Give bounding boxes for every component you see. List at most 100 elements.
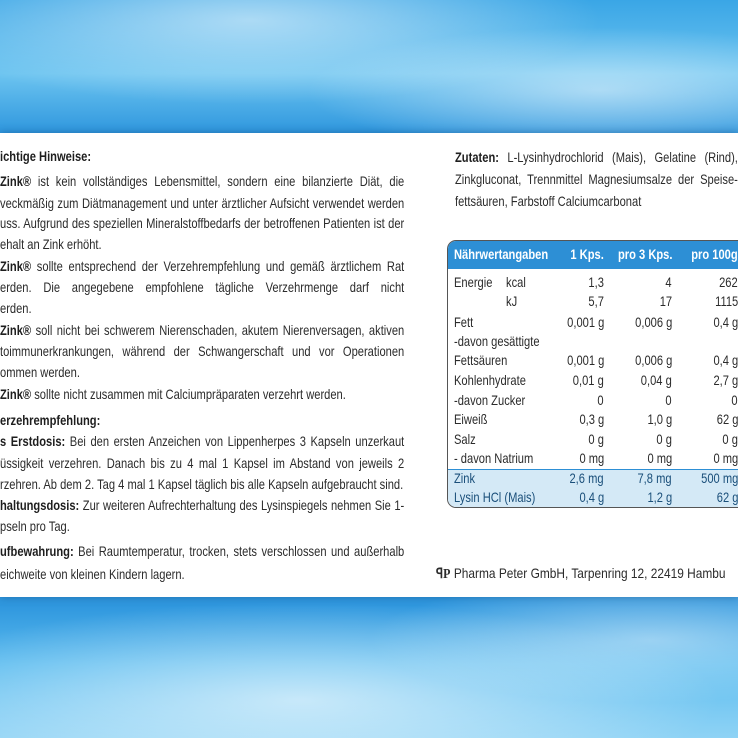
notes-line-text: sollte nicht zusammen mit Calciumpräpara… [31, 387, 346, 402]
notes-line-bold: Zink® [0, 174, 32, 189]
notes-line-bold: Zink® [0, 323, 32, 338]
nutrition-row-label: Energie [454, 275, 493, 290]
notes-line-text: toimmunerkrankungen, während der Schwang… [0, 344, 405, 359]
label-panel: ichtige Hinweise: Zink® ist kein vollstän… [0, 133, 738, 597]
nutrition-row-unit: kJ [506, 294, 518, 309]
notes-line: rzehren. Ab dem 2. Tag 4 mal 1 Kapsel tä… [0, 477, 404, 493]
ingredients-line-bold: Zutaten: [455, 150, 499, 165]
pharma-peter-logo: ꟼP [436, 567, 451, 582]
notes-line: erden. [0, 301, 404, 317]
notes-line-bold: s Erstdosis: [0, 434, 66, 449]
notes-line-text: Zur weiteren Aufrechterhaltung des Lysin… [82, 498, 405, 513]
nutrition-row-label: -davon gesättigte [454, 334, 540, 349]
notes-line: veckmäßig zum Diätmanagement und unter ä… [0, 196, 404, 212]
nutrition-value: 0,006 g [634, 353, 672, 368]
ingredients-line: fettsäuren, Farbstoff Calciumcarbonat [455, 194, 738, 210]
nutrition-table-header [448, 241, 738, 269]
nutrition-table: Nährwertangaben 1 Kps. pro 3 Kps. pro 100g E… [447, 240, 738, 508]
ingredients-line-text: L-Lysinhydrochlorid (Mais), Gelatine (Ri… [498, 150, 738, 165]
ingredients-line-text: Zinkgluconat, Trennmittel Magnesiumsalze… [455, 172, 738, 187]
notes-line: ufbewahrung: Bei Raumtemperatur, trocken… [0, 544, 404, 560]
nutrition-row-label: - davon Natrium [454, 451, 534, 466]
nutrition-value: 0 g [656, 432, 672, 447]
nutrition-header-2: pro 3 Kps. [617, 247, 672, 262]
notes-line-bold: haltungsdosis: [0, 498, 80, 513]
notes-line: eichweite von kleinen Kindern lagern. [0, 567, 404, 583]
notes-line: erden. Die angegebene empfohlene täglich… [0, 280, 404, 296]
notes-line: Zink® soll nicht bei schwerem Nierenscha… [0, 323, 404, 339]
nutrition-value: 62 g [716, 412, 738, 427]
notes-line-text: veckmäßig zum Diätmanagement und unter ä… [0, 196, 405, 211]
nutrition-value: 1,0 g [647, 412, 672, 427]
notes-line: pseln pro Tag. [0, 519, 404, 535]
notes-line-text: uss. Aufgrund des speziellen Mineralstof… [0, 216, 405, 231]
nutrition-value: 0 [731, 393, 738, 408]
nutrition-value: 0,006 g [634, 315, 672, 330]
nutrition-value: 0,3 g [579, 412, 604, 427]
notes-line-text: Bei Raumtemperatur, trocken, stets versc… [78, 544, 405, 559]
nutrition-value: 0 [665, 393, 672, 408]
notes-line: ommen werden. [0, 365, 404, 381]
notes-line: Zink® sollte entsprechend der Verzehremp… [0, 259, 404, 275]
notes-line-text: pseln pro Tag. [0, 519, 70, 534]
nutrition-row-label: Fett [454, 315, 474, 330]
notes-line: erzehrempfehlung: [0, 413, 404, 429]
notes-line: ehalt an Zink erhöht. [0, 237, 404, 253]
notes-line-bold: Zink® [0, 259, 32, 274]
notes-line-text: ist kein vollständiges Lebensmittel, son… [31, 174, 405, 189]
notes-line-text: Bei den ersten Anzeichen von Lippenherpe… [69, 434, 405, 449]
notes-line-text: rzehren. Ab dem 2. Tag 4 mal 1 Kapsel tä… [0, 477, 404, 492]
notes-line-text: sollte entsprechend der Verzehrempfehlun… [36, 259, 405, 274]
nutrition-value: 0,4 g [713, 353, 738, 368]
ingredients-line: Zutaten: L-Lysinhydrochlorid (Mais), Gel… [455, 150, 738, 166]
nutrition-value: 4 [665, 275, 672, 290]
ingredients-line-text: fettsäuren, Farbstoff Calciumcarbonat [455, 194, 642, 209]
nutrition-value: 0,01 g [573, 373, 604, 388]
nutrition-value: 0 mg [713, 451, 738, 466]
nutrition-row-label: Eiweiß [454, 412, 488, 427]
nutrition-value: 5,7 [588, 294, 604, 309]
nutrition-value: 0,001 g [566, 315, 604, 330]
nutrition-value: 0 mg [579, 451, 604, 466]
notes-line: ichtige Hinweise: [0, 149, 404, 165]
nutrition-header-0: Nährwertangaben [454, 247, 549, 262]
nutrition-value: 262 [719, 275, 738, 290]
nutrition-row-label: -davon Zucker [454, 393, 526, 408]
nutrition-row-label: Zink [454, 471, 476, 486]
notes-line: haltungsdosis: Zur weiteren Aufrechterha… [0, 498, 404, 514]
nutrition-row-label: Salz [454, 432, 476, 447]
nutrition-value: 1,3 [588, 275, 604, 290]
nutrition-value: 2,6 mg [569, 471, 604, 486]
manufacturer-footer: ꟼP Pharma Peter GmbH, Tarpenring 12, 2241… [436, 565, 726, 583]
notes-line: üssigkeit verzehren. Danach bis zu 4 mal… [0, 456, 404, 472]
nutrition-value: 0 g [588, 432, 604, 447]
notes-line: uss. Aufgrund des speziellen Mineralstof… [0, 216, 404, 232]
nutrition-row-unit: kcal [506, 275, 526, 290]
nutrition-value: 0,4 g [579, 490, 604, 505]
ingredients-line: Zinkgluconat, Trennmittel Magnesiumsalze… [455, 172, 738, 188]
notes-line-text: erden. Die angegebene empfohlene täglich… [0, 280, 405, 295]
notes-line-text: ommen werden. [0, 365, 80, 380]
notes-line: Zink® sollte nicht zusammen mit Calciump… [0, 387, 404, 403]
notes-line-text: erden. [0, 301, 32, 316]
notes-line-bold: ufbewahrung: [0, 544, 74, 559]
nutrition-value: 0,04 g [641, 373, 672, 388]
nutrition-highlight-band [448, 469, 738, 507]
notes-line-text: ehalt an Zink erhöht. [0, 237, 102, 252]
notes-line: toimmunerkrankungen, während der Schwang… [0, 344, 404, 360]
nutrition-value: 1115 [714, 294, 738, 309]
nutrition-value: 500 mg [700, 471, 738, 486]
notes-line-text: üssigkeit verzehren. Danach bis zu 4 mal… [0, 456, 405, 471]
manufacturer-address: Pharma Peter GmbH, Tarpenring 12, 22419 … [453, 565, 726, 581]
nutrition-header-1: 1 Kps. [570, 247, 604, 262]
nutrition-row-label: Fettsäuren [454, 353, 508, 368]
nutrition-value: 62 g [716, 490, 738, 505]
nutrition-value: 0 g [722, 432, 738, 447]
notes-line-bold: Zink® [0, 387, 32, 402]
nutrition-value: 0 mg [647, 451, 672, 466]
nutrition-value: 0,4 g [713, 315, 738, 330]
notes-line: Zink® ist kein vollständiges Lebensmitte… [0, 174, 404, 190]
nutrition-value: 7,8 mg [637, 471, 672, 486]
nutrition-value: 17 [659, 294, 672, 309]
notes-line-text: soll nicht bei schwerem Nierenschaden, a… [31, 323, 405, 338]
